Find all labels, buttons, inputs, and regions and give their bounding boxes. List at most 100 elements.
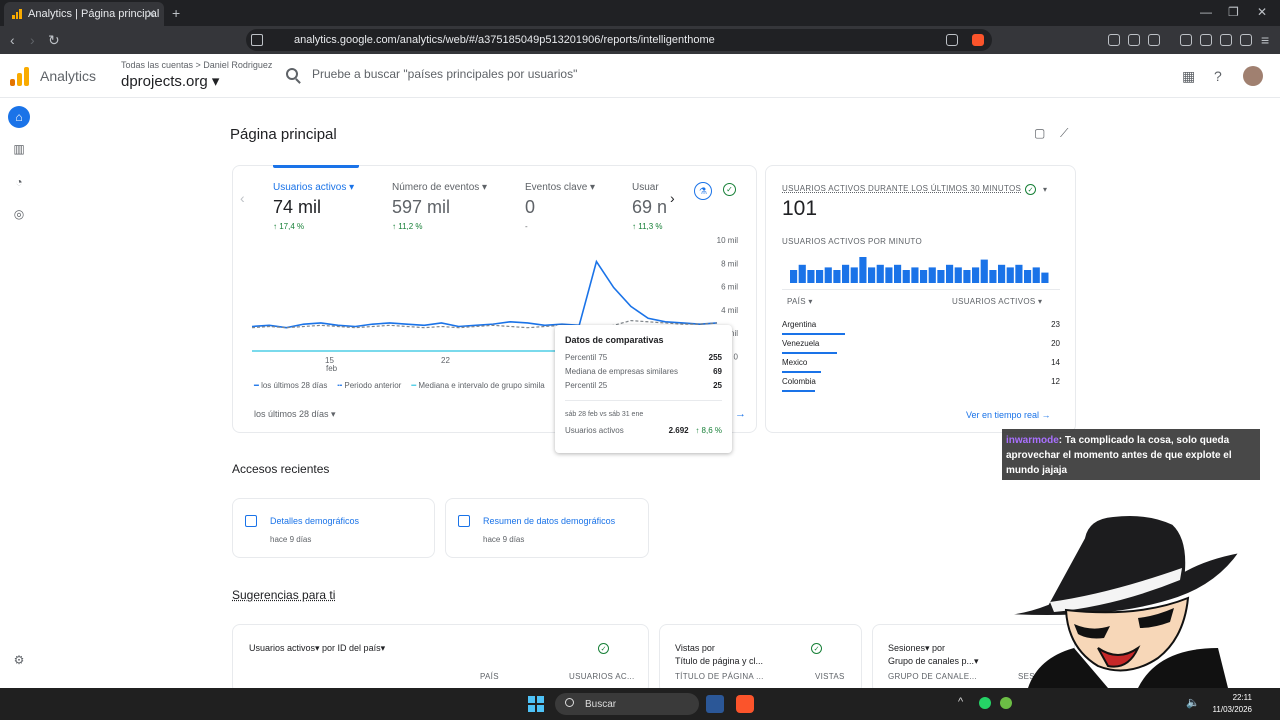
realtime-value: 101 <box>782 197 818 220</box>
home-icon[interactable]: ⌂ <box>8 106 30 128</box>
volume-icon[interactable]: 🔈 <box>1186 697 1200 709</box>
chart-legend: ━ los últimos 28 días ╍ Periodo anterior… <box>254 381 545 390</box>
metric-key-events[interactable]: Eventos clave ▾ 0 - <box>525 182 596 231</box>
brave-taskbar-icon[interactable] <box>736 695 754 713</box>
recent-label: Detalles demográficos <box>270 516 360 526</box>
check-icon[interactable]: ✓ <box>598 643 609 654</box>
new-tab-icon[interactable]: + <box>172 5 181 21</box>
extension-icon[interactable] <box>1108 34 1120 46</box>
realtime-link[interactable]: Ver en tiempo real → <box>966 410 1051 420</box>
suggestion-metric[interactable]: Sesiones▾ por <box>888 643 946 653</box>
metric-users-partial[interactable]: Usuar 69 n ↑ 11,3 % <box>632 182 667 231</box>
per-minute-bar <box>954 267 962 283</box>
avatar[interactable] <box>1243 66 1263 86</box>
check-icon[interactable]: ✓ <box>723 183 736 196</box>
recent-title: Accesos recientes <box>232 462 330 476</box>
check-icon[interactable]: ✓ <box>811 643 822 654</box>
per-minute-bar <box>998 264 1006 283</box>
insights-icon[interactable]: ⟋ <box>1060 126 1069 140</box>
per-minute-bar <box>868 267 876 283</box>
col-country[interactable]: PAÍS ▾ <box>787 297 813 306</box>
windows-start-icon[interactable] <box>528 696 544 712</box>
advertising-icon[interactable]: ◎ <box>13 207 25 221</box>
per-minute-bar <box>963 270 971 283</box>
property-selector[interactable]: dprojects.org ▾ <box>121 73 220 90</box>
wallet-icon[interactable] <box>1200 34 1212 46</box>
recent-card[interactable]: Detalles demográficos hace 9 días <box>232 498 435 558</box>
puzzle-icon[interactable] <box>1128 34 1140 46</box>
suggestion-metric[interactable]: Vistas por <box>675 643 715 653</box>
app-icon[interactable] <box>706 695 724 713</box>
settings-icon[interactable]: ⚙ <box>13 653 25 667</box>
minimize-icon[interactable]: — <box>1200 5 1212 19</box>
date-range-selector[interactable]: los últimos 28 días ▾ <box>254 409 336 419</box>
tooltip-row: Percentil 75 255 <box>565 353 722 362</box>
suggestion-dimension[interactable]: Título de página y cl... <box>675 656 764 666</box>
metric-events[interactable]: Número de eventos ▾ 597 mil ↑ 11,2 % <box>392 182 488 231</box>
window-close-icon[interactable]: ✕ <box>1257 5 1268 19</box>
per-minute-bar <box>850 267 858 283</box>
menu-icon[interactable]: ≡ <box>1261 32 1270 48</box>
analytics-favicon-icon <box>12 9 23 19</box>
reload-icon[interactable]: ↻ <box>48 32 60 48</box>
share-icon[interactable] <box>946 34 958 46</box>
forward-icon[interactable]: › <box>30 32 35 48</box>
metric-label: Número de eventos <box>392 182 480 193</box>
search-bar[interactable]: Pruebe a buscar "países principales por … <box>286 67 577 81</box>
next-metric-icon[interactable]: › <box>670 190 675 206</box>
realtime-check-icon[interactable]: ✓ <box>1025 184 1036 195</box>
analytics-logo-icon[interactable] <box>10 66 29 86</box>
leo-icon[interactable] <box>1220 34 1232 46</box>
per-minute-bar <box>885 267 893 283</box>
breadcrumb[interactable]: Todas las cuentas > Daniel Rodriguez <box>121 60 273 70</box>
close-tab-icon[interactable]: ✕ <box>145 7 156 21</box>
suggestion-card: Usuarios activos▾ por ID del país▾ ✓ PAÍ… <box>232 624 649 694</box>
metric-active-users[interactable]: Usuarios activos ▾ 74 mil ↑ 17,4 % <box>273 182 355 231</box>
notes-icon[interactable]: ▢ <box>1034 126 1046 140</box>
apps-grid-icon[interactable]: ▦ <box>1182 68 1196 84</box>
suggestion-metric[interactable]: Usuarios activos▾ por ID del país▾ <box>249 643 386 653</box>
back-icon[interactable]: ‹ <box>10 32 15 48</box>
per-minute-bar <box>937 270 945 283</box>
recent-card[interactable]: Resumen de datos demográficos hace 9 día… <box>445 498 649 558</box>
tray-chevron-icon[interactable]: ^ <box>958 696 964 708</box>
taskbar-search[interactable]: Buscar <box>555 693 699 715</box>
vpn-icon[interactable] <box>1240 34 1252 46</box>
country-row: Mexico 14 <box>782 358 1060 367</box>
col-active-users[interactable]: USUARIOS ACTIVOS ▾ <box>952 297 1043 306</box>
explore-icon[interactable]: ◔ <box>15 175 23 189</box>
bookmark-icon[interactable] <box>251 34 263 46</box>
maximize-icon[interactable]: ❐ <box>1228 5 1239 19</box>
per-minute-bar <box>833 270 841 283</box>
chat-overlay: inwarmode: Ta complicado la cosa, solo q… <box>1002 429 1260 480</box>
compare-icon[interactable]: ⚗ <box>694 182 712 200</box>
whatsapp-icon[interactable] <box>979 697 991 709</box>
view-report-arrow-icon[interactable]: → <box>735 408 746 420</box>
suggestions-title: Sugerencias para ti <box>232 588 336 602</box>
col-header: PAÍS <box>480 672 499 681</box>
per-minute-bar <box>989 270 997 283</box>
realtime-dropdown-icon[interactable]: ▾ <box>1043 185 1048 194</box>
url-bar[interactable]: analytics.google.com/analytics/web/#/a37… <box>246 29 992 51</box>
extension-2-icon[interactable] <box>1148 34 1160 46</box>
left-nav: ⌂ ▥ ◔ ◎ ⚙ <box>0 98 38 688</box>
help-icon[interactable]: ? <box>1214 68 1222 84</box>
taskbar-search-icon <box>565 698 574 707</box>
browser-tab[interactable]: Analytics | Página principal ✕ <box>4 2 164 26</box>
tray-app-icon[interactable] <box>1000 697 1012 709</box>
sidebar-icon[interactable] <box>1180 34 1192 46</box>
recent-time: hace 9 días <box>483 535 525 544</box>
reports-icon[interactable]: ▥ <box>13 142 25 156</box>
tooltip-title: Datos de comparativas <box>565 335 664 345</box>
prev-metric-icon[interactable]: ‹ <box>240 190 245 206</box>
tooltip-row: Percentil 25 25 <box>565 381 722 390</box>
metric-change: - <box>525 222 528 231</box>
suggestion-dimension[interactable]: Grupo de canales p...▾ <box>888 656 979 666</box>
per-minute-bar <box>1024 270 1032 283</box>
brave-shield-icon[interactable] <box>972 34 984 46</box>
per-minute-bar <box>876 264 884 283</box>
per-minute-bar <box>790 270 798 283</box>
per-minute-bar <box>946 264 954 283</box>
recent-time: hace 9 días <box>270 535 312 544</box>
col-header: USUARIOS AC... <box>569 672 635 681</box>
